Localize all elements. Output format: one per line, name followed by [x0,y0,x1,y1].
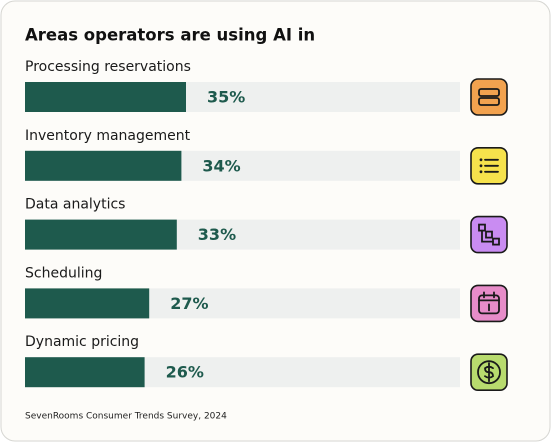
bar [25,288,150,319]
bar [25,82,186,112]
category-icon [470,284,508,323]
bar [25,357,145,388]
category-icon [470,353,508,392]
category-icon [470,147,508,185]
icon-box [470,215,508,254]
icon-glyph [484,362,494,383]
category-label: Processing reservations [25,59,191,75]
icon-glyph [479,170,483,174]
bar [25,219,177,250]
icon-glyph [481,229,494,243]
value-label: 34% [202,156,240,175]
icon-glyph [478,294,500,315]
category-label: Data analytics [25,197,125,213]
icon-box [470,284,508,323]
icon-glyph [479,158,483,162]
value-label: 26% [166,363,204,382]
value-label: 35% [207,88,245,107]
category-label: Scheduling [25,265,102,281]
value-label: 27% [170,294,208,313]
category-icon [470,78,508,116]
icon-glyph [478,97,500,106]
icon-glyph [485,230,493,239]
bar [25,150,182,181]
icon-glyph [477,360,501,385]
value-label: 33% [198,225,236,244]
category-icon [470,215,508,254]
source-note: SevenRooms Consumer Trends Survey, 2024 [25,412,227,422]
icon-box [470,78,508,116]
category-label: Inventory management [25,128,191,144]
icon-glyph [479,164,483,168]
icon-glyph [478,88,500,97]
chart-title: Areas operators are using AI in [25,26,315,45]
category-label: Dynamic pricing [25,334,139,350]
